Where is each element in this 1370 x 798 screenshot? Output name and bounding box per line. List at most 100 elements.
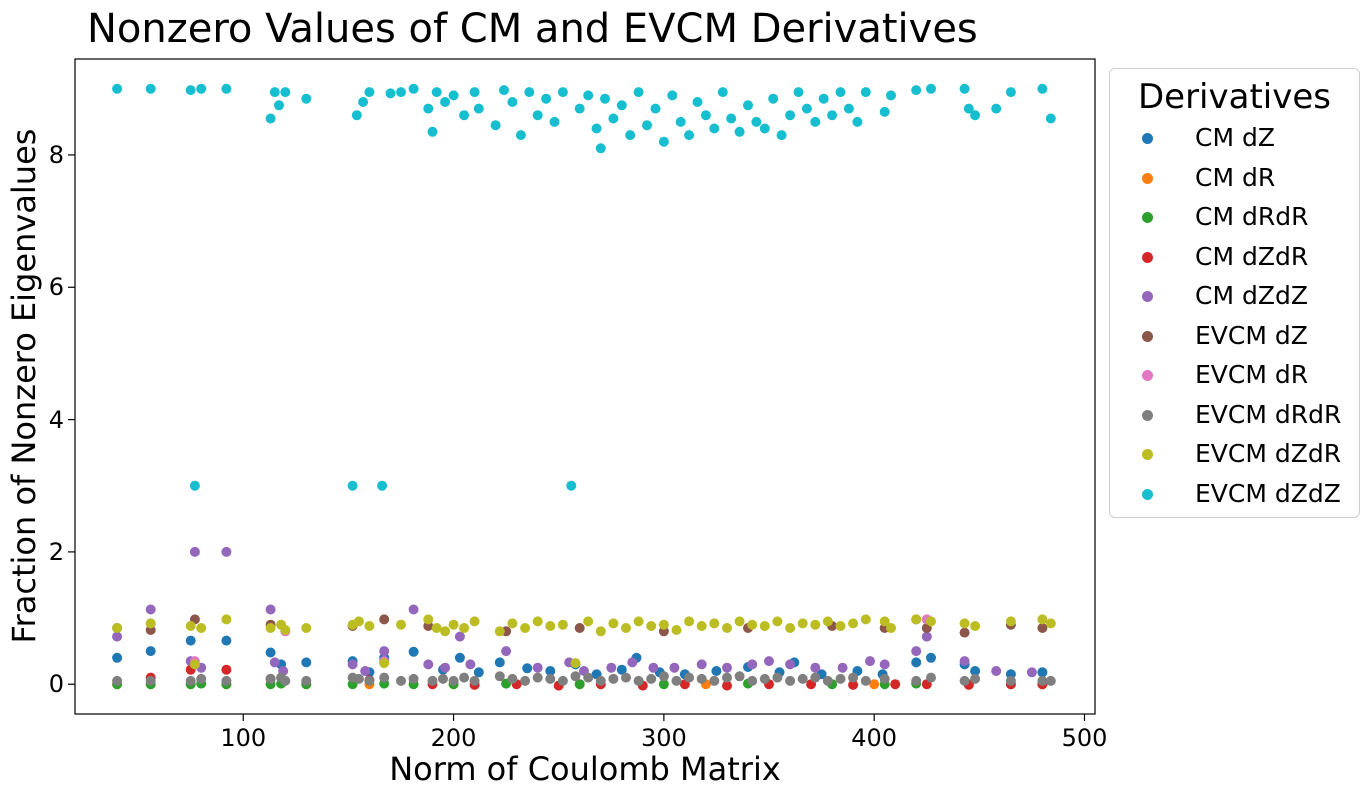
point-series-9 (658, 136, 669, 147)
point-series-8 (926, 616, 936, 627)
point-series-2 (574, 679, 585, 690)
point-series-4 (764, 656, 774, 667)
point-series-9 (879, 106, 890, 117)
point-series-8 (970, 621, 981, 631)
point-series-0 (970, 666, 981, 676)
point-series-9 (595, 143, 606, 154)
legend-marker (1142, 449, 1153, 460)
point-series-9 (440, 97, 451, 107)
x-tick-label: 400 (851, 724, 898, 752)
point-series-4 (408, 604, 419, 615)
point-series-8 (747, 619, 758, 630)
point-series-8 (440, 626, 451, 637)
point-series-9 (600, 93, 610, 104)
point-series-9 (1037, 83, 1048, 94)
point-series-9 (726, 113, 737, 124)
point-series-7 (684, 672, 695, 683)
point-series-7 (520, 675, 531, 686)
legend-label: EVCM dZdZ (1195, 478, 1341, 508)
legend-marker (1142, 172, 1153, 184)
legend-title: Derivatives (1137, 77, 1331, 117)
point-series-7 (822, 675, 833, 686)
point-series-9 (810, 116, 821, 127)
point-series-7 (722, 672, 732, 683)
point-series-7 (696, 673, 707, 684)
point-series-8 (671, 625, 682, 635)
point-series-9 (827, 110, 838, 121)
point-series-4 (379, 646, 390, 657)
y-tick-label: 2 (48, 537, 64, 566)
point-series-8 (301, 623, 312, 633)
point-series-0 (145, 646, 156, 657)
point-series-9 (734, 126, 745, 137)
point-series-7 (734, 671, 745, 682)
point-series-7 (671, 675, 682, 686)
point-series-4 (440, 662, 451, 673)
legend-marker (1142, 212, 1153, 223)
point-series-7 (959, 675, 970, 686)
point-series-0 (265, 647, 276, 658)
point-series-8 (785, 623, 796, 633)
legend-item: EVCM dRdR (1110, 398, 1359, 432)
point-series-8 (280, 625, 291, 635)
point-series-4 (991, 666, 1002, 676)
point-series-9 (377, 480, 388, 491)
point-series-8 (848, 618, 859, 629)
point-series-7 (911, 675, 922, 686)
point-series-9 (557, 87, 568, 98)
point-series-9 (541, 93, 552, 104)
point-series-0 (494, 657, 505, 668)
point-series-9 (532, 110, 543, 121)
point-series-9 (1045, 113, 1056, 124)
point-series-9 (499, 85, 509, 96)
point-series-4 (911, 646, 922, 657)
point-series-7 (557, 675, 568, 686)
point-series-8 (265, 623, 276, 633)
point-series-1 (869, 679, 880, 690)
point-series-8 (879, 616, 890, 627)
y-tick-label: 0 (48, 670, 64, 699)
point-series-4 (465, 659, 476, 670)
point-series-4 (347, 659, 358, 670)
point-series-9 (301, 93, 312, 104)
point-series-8 (1005, 616, 1016, 627)
x-axis-ticks (242, 714, 1086, 721)
point-series-4 (145, 604, 156, 615)
point-series-9 (583, 90, 594, 101)
point-series-7 (797, 673, 808, 684)
point-series-9 (991, 103, 1002, 114)
legend-marker (1142, 488, 1153, 500)
point-series-9 (926, 83, 936, 94)
y-axis-ticks (68, 154, 75, 685)
legend-item: CM dZdR (1110, 240, 1359, 274)
legend-label: CM dZdR (1195, 241, 1309, 271)
point-series-9 (843, 103, 854, 114)
point-series-9 (385, 88, 396, 99)
point-series-7 (469, 675, 480, 686)
point-series-7 (408, 673, 419, 684)
point-series-9 (684, 130, 695, 141)
point-series-8 (822, 616, 833, 627)
point-series-8 (759, 621, 770, 631)
point-series-8 (185, 621, 196, 631)
point-series-7 (709, 675, 720, 686)
point-series-9 (911, 85, 922, 96)
point-series-9 (852, 116, 863, 127)
legend-label: EVCM dRdR (1195, 399, 1342, 429)
point-series-9 (625, 130, 636, 141)
point-series-7 (221, 675, 232, 686)
point-series-7 (879, 673, 890, 684)
point-series-0 (1037, 667, 1048, 678)
point-series-9 (785, 110, 796, 121)
point-series-7 (970, 673, 981, 684)
legend-label: CM dRdR (1195, 202, 1309, 231)
point-series-4 (454, 631, 465, 642)
point-series-9 (423, 103, 434, 114)
point-series-7 (494, 671, 505, 682)
point-series-4 (221, 546, 232, 557)
legend-marker (1142, 133, 1153, 144)
point-series-8 (396, 619, 406, 630)
point-series-9 (970, 110, 981, 121)
point-series-9 (524, 87, 535, 98)
point-series-9 (700, 110, 711, 121)
